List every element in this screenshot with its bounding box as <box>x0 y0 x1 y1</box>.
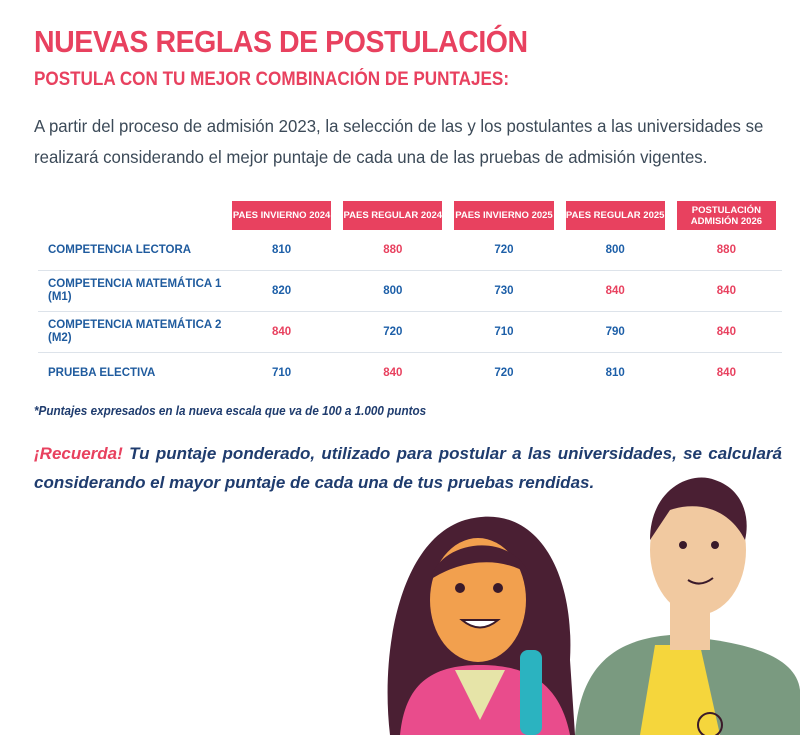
column-header-cell: POSTULACIÓN ADMISIÓN 2026 <box>671 201 782 230</box>
intro: A partir del proceso de admisión 2023, l… <box>34 116 764 167</box>
reminder: ¡Recuerda! Tu puntaje ponderado, utiliza… <box>34 439 782 497</box>
row-label: COMPETENCIA LECTORA <box>38 230 226 271</box>
column-header-cell: PAES REGULAR 2024 <box>337 201 448 230</box>
column-header-cell: PAES INVIERNO 2025 <box>448 201 559 230</box>
score: 790 <box>559 311 671 353</box>
column-header: PAES INVIERNO 2025 <box>454 201 554 230</box>
table-row: COMPETENCIA LECTORA 810 880 720 800 880 <box>38 230 782 271</box>
footnote: *Puntajes expresados en la nueva escala … <box>34 403 427 418</box>
score: 810 <box>605 367 625 379</box>
table-body: COMPETENCIA LECTORA 810 880 720 800 880 COMPET… <box>38 230 782 393</box>
column-header: PAES REGULAR 2025 <box>565 201 665 230</box>
tshirt <box>640 645 720 735</box>
reminder-text: Tu puntaje ponderado, utilizado para pos… <box>34 444 782 492</box>
table-row: PRUEBA ELECTIVA 710 840 720 810 840 <box>38 353 782 394</box>
score: 880 <box>337 230 449 271</box>
strap <box>520 650 542 735</box>
score: 840 <box>559 270 671 312</box>
hair-fringe <box>430 545 530 580</box>
header-row: PAES INVIERNO 2024 PAES REGULAR 2024 PAES … <box>38 201 782 230</box>
badge <box>697 712 723 735</box>
eye <box>493 583 503 593</box>
column-header-cell: PAES INVIERNO 2024 <box>226 201 337 230</box>
column-header: PAES INVIERNO 2024 <box>232 201 332 230</box>
row-label: COMPETENCIA MATEMÁTICA 2 (M2) <box>38 311 226 353</box>
title: NUEVAS REGLAS DE POSTULACIÓN <box>34 24 528 59</box>
score: 730 <box>448 270 560 312</box>
table-row: COMPETENCIA MATEMÁTICA 1 (M1) 820 800 730 84… <box>38 270 782 312</box>
score: 840 <box>383 367 403 379</box>
score: 800 <box>337 270 449 312</box>
score: 710 <box>448 311 560 353</box>
score: 840 <box>670 270 782 312</box>
hair <box>650 477 747 540</box>
score: 880 <box>670 230 782 271</box>
face <box>650 485 746 615</box>
score: 720 <box>337 311 449 353</box>
table-row: COMPETENCIA MATEMÁTICA 2 (M2) 840 720 710 79… <box>38 311 782 353</box>
undershirt <box>455 670 505 720</box>
score: 800 <box>559 230 671 271</box>
score: 840 <box>670 311 782 353</box>
row-label: COMPETENCIA MATEMÁTICA 1 (M1) <box>38 270 226 312</box>
score: 840 <box>716 367 736 379</box>
score: 710 <box>272 367 292 379</box>
scores-table: PAES INVIERNO 2024 PAES REGULAR 2024 PAES … <box>38 201 782 393</box>
column-header-cell: PAES REGULAR 2025 <box>560 201 671 230</box>
score: 820 <box>226 270 338 312</box>
column-header: PAES REGULAR 2024 <box>343 201 443 230</box>
eye <box>455 583 465 593</box>
score: 720 <box>448 230 560 271</box>
reminder-lead: ¡Recuerda! <box>34 444 123 463</box>
mouth <box>459 619 501 629</box>
column-header: POSTULACIÓN ADMISIÓN 2026 <box>676 201 776 230</box>
mouth <box>687 577 714 585</box>
row-label: PRUEBA ELECTIVA <box>48 366 156 379</box>
subtitle: POSTULA CON TU MEJOR COMBINACIÓN DE PUNT… <box>34 69 510 90</box>
eye <box>711 541 719 549</box>
eye <box>679 541 687 549</box>
score: 840 <box>226 311 338 353</box>
face <box>430 538 526 662</box>
illustration <box>387 477 800 735</box>
score: 720 <box>494 367 514 379</box>
score: 810 <box>226 230 338 271</box>
